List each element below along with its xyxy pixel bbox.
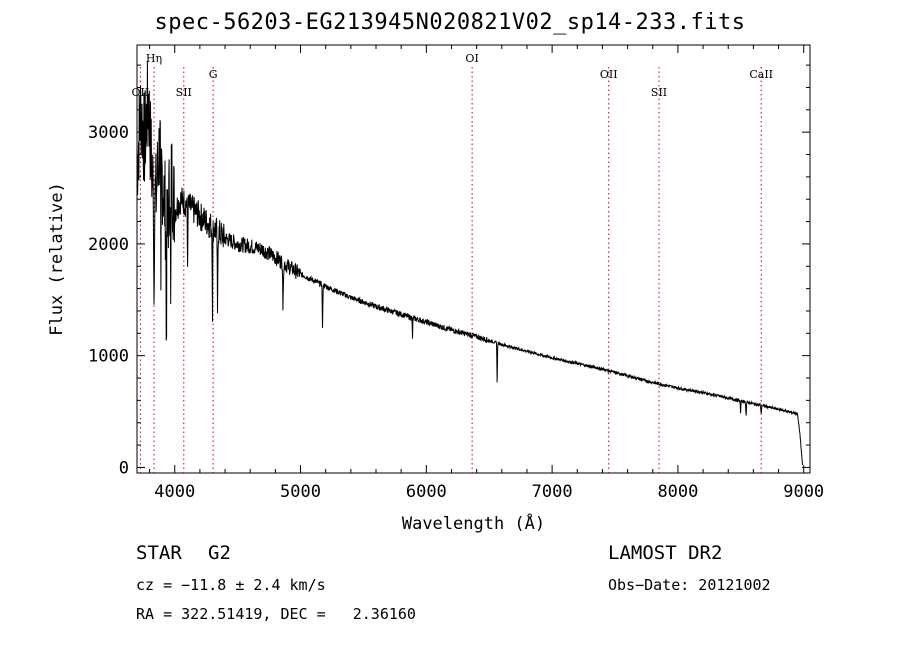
line-marker-label: OII: [600, 68, 618, 81]
x-tick-label: 8000: [657, 482, 698, 502]
line-marker-label: CaII: [749, 68, 773, 81]
line-marker-label: SII: [651, 86, 667, 99]
y-tick-label: 3000: [88, 123, 129, 143]
y-tick-label: 0: [119, 458, 129, 478]
object-class: STAR: [136, 542, 182, 564]
redshift-cz: cz = −11.8 ± 2.4 km/s: [136, 576, 326, 594]
spectrum-line: [136, 60, 803, 466]
line-marker-label: OI: [465, 52, 478, 65]
survey-name: LAMOST DR2: [608, 542, 723, 564]
x-tick-label: 9000: [783, 482, 824, 502]
chart-title: spec-56203-EG213945N020821V02_sp14-233.f…: [154, 10, 746, 35]
x-tick-label: 6000: [406, 482, 447, 502]
plot-frame: [136, 44, 811, 474]
x-axis-label: Wavelength (Å): [402, 512, 545, 534]
x-tick-label: 5000: [280, 482, 321, 502]
x-tick-label: 7000: [532, 482, 573, 502]
line-marker-label: G: [209, 68, 218, 81]
coordinates: RA = 322.51419, DEC = 2.36160: [136, 605, 416, 623]
line-marker-label: SII: [176, 86, 192, 99]
observation-date: Obs−Date: 20121002: [608, 576, 771, 594]
line-marker-label: Hη: [146, 52, 162, 65]
y-axis-label: Flux (relative): [47, 182, 67, 336]
spectral-subclass: G2: [208, 542, 231, 564]
y-tick-label: 2000: [88, 235, 129, 255]
x-tick-label: 4000: [154, 482, 195, 502]
y-tick-label: 1000: [88, 347, 129, 367]
